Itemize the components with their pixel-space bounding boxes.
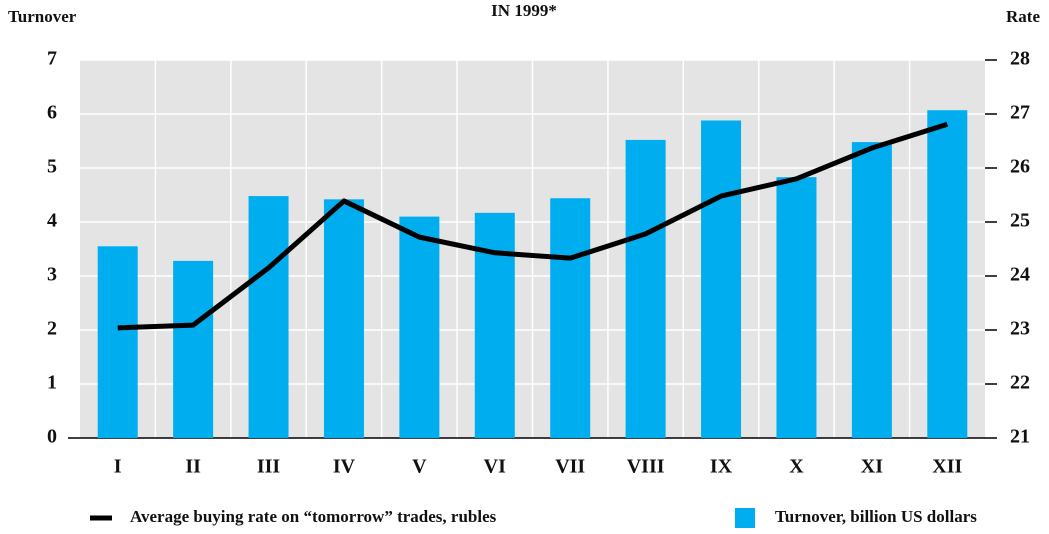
x-tick-label: VI <box>484 456 506 478</box>
bar <box>550 198 591 438</box>
y2-axis-label: Rate <box>1006 7 1040 26</box>
x-tick-label: VIII <box>627 456 665 478</box>
x-tick-label: XII <box>932 456 962 478</box>
bar <box>776 177 817 438</box>
x-tick-label: X <box>789 456 804 478</box>
y-tick-label: 3 <box>47 264 57 286</box>
bar <box>927 110 968 438</box>
bar <box>97 246 138 438</box>
x-tick-label: V <box>412 456 427 478</box>
y2-tick-label: 25 <box>1010 210 1030 232</box>
y-tick-label: 5 <box>47 156 57 178</box>
bar <box>248 196 289 438</box>
x-tick-label: XI <box>861 456 883 478</box>
bar <box>701 120 742 438</box>
y-tick-label: 7 <box>47 48 57 70</box>
x-tick-label: II <box>185 456 201 478</box>
y2-tick-label: 21 <box>1010 426 1030 448</box>
x-tick-label: IX <box>710 456 733 478</box>
legend-swatch <box>735 508 755 528</box>
y-tick-label: 2 <box>47 318 57 340</box>
x-tick-label: I <box>114 456 122 478</box>
chart-title: IN 1999* <box>491 1 557 20</box>
y-tick-label: 6 <box>47 102 57 124</box>
bar <box>625 139 666 439</box>
x-tick-label: VII <box>555 456 585 478</box>
bar <box>173 260 214 438</box>
y2-tick-label: 27 <box>1010 102 1030 124</box>
y2-tick-label: 24 <box>1010 264 1030 286</box>
x-tick-label: III <box>257 456 281 478</box>
y-tick-label: 1 <box>47 372 57 394</box>
x-tick-label: IV <box>333 456 356 478</box>
bar <box>474 212 515 438</box>
y2-tick-label: 28 <box>1010 48 1030 70</box>
bar <box>399 216 440 438</box>
bar <box>323 199 364 438</box>
y-tick-label: 0 <box>47 426 57 448</box>
y2-tick-label: 23 <box>1010 318 1030 340</box>
y-tick-label: 4 <box>47 210 57 232</box>
legend-label: Turnover, billion US dollars <box>775 507 977 526</box>
y-axis-label: Turnover <box>8 7 77 26</box>
line <box>117 121 949 331</box>
y2-tick-label: 22 <box>1010 372 1030 394</box>
legend-label: Average buying rate on “tomorrow” trades… <box>130 507 497 526</box>
bar <box>851 142 892 438</box>
y2-tick-label: 26 <box>1010 156 1030 178</box>
